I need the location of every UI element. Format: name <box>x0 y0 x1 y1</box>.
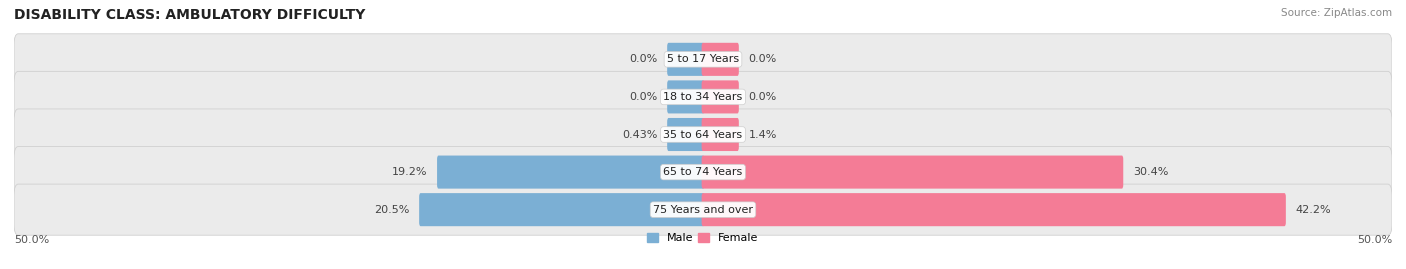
FancyBboxPatch shape <box>668 80 704 114</box>
FancyBboxPatch shape <box>437 155 704 189</box>
Text: 0.43%: 0.43% <box>621 129 658 140</box>
FancyBboxPatch shape <box>702 118 738 151</box>
Text: 19.2%: 19.2% <box>392 167 427 177</box>
Text: 75 Years and over: 75 Years and over <box>652 205 754 215</box>
FancyBboxPatch shape <box>702 80 738 114</box>
Text: 20.5%: 20.5% <box>374 205 409 215</box>
Text: 5 to 17 Years: 5 to 17 Years <box>666 54 740 64</box>
FancyBboxPatch shape <box>668 118 704 151</box>
FancyBboxPatch shape <box>14 147 1392 198</box>
Legend: Male, Female: Male, Female <box>643 228 763 247</box>
FancyBboxPatch shape <box>14 71 1392 122</box>
Text: 42.2%: 42.2% <box>1295 205 1331 215</box>
FancyBboxPatch shape <box>702 193 1286 226</box>
Text: 1.4%: 1.4% <box>748 129 778 140</box>
Text: 0.0%: 0.0% <box>748 92 776 102</box>
FancyBboxPatch shape <box>14 109 1392 160</box>
Text: 50.0%: 50.0% <box>14 235 49 245</box>
Text: 0.0%: 0.0% <box>748 54 776 64</box>
Text: 50.0%: 50.0% <box>1357 235 1392 245</box>
FancyBboxPatch shape <box>702 43 738 76</box>
Text: 65 to 74 Years: 65 to 74 Years <box>664 167 742 177</box>
Text: 0.0%: 0.0% <box>630 92 658 102</box>
Text: 18 to 34 Years: 18 to 34 Years <box>664 92 742 102</box>
Text: Source: ZipAtlas.com: Source: ZipAtlas.com <box>1281 8 1392 18</box>
Text: 30.4%: 30.4% <box>1133 167 1168 177</box>
FancyBboxPatch shape <box>14 34 1392 85</box>
FancyBboxPatch shape <box>702 155 1123 189</box>
Text: DISABILITY CLASS: AMBULATORY DIFFICULTY: DISABILITY CLASS: AMBULATORY DIFFICULTY <box>14 8 366 22</box>
Text: 35 to 64 Years: 35 to 64 Years <box>664 129 742 140</box>
FancyBboxPatch shape <box>668 43 704 76</box>
Text: 0.0%: 0.0% <box>630 54 658 64</box>
FancyBboxPatch shape <box>419 193 704 226</box>
FancyBboxPatch shape <box>14 184 1392 235</box>
